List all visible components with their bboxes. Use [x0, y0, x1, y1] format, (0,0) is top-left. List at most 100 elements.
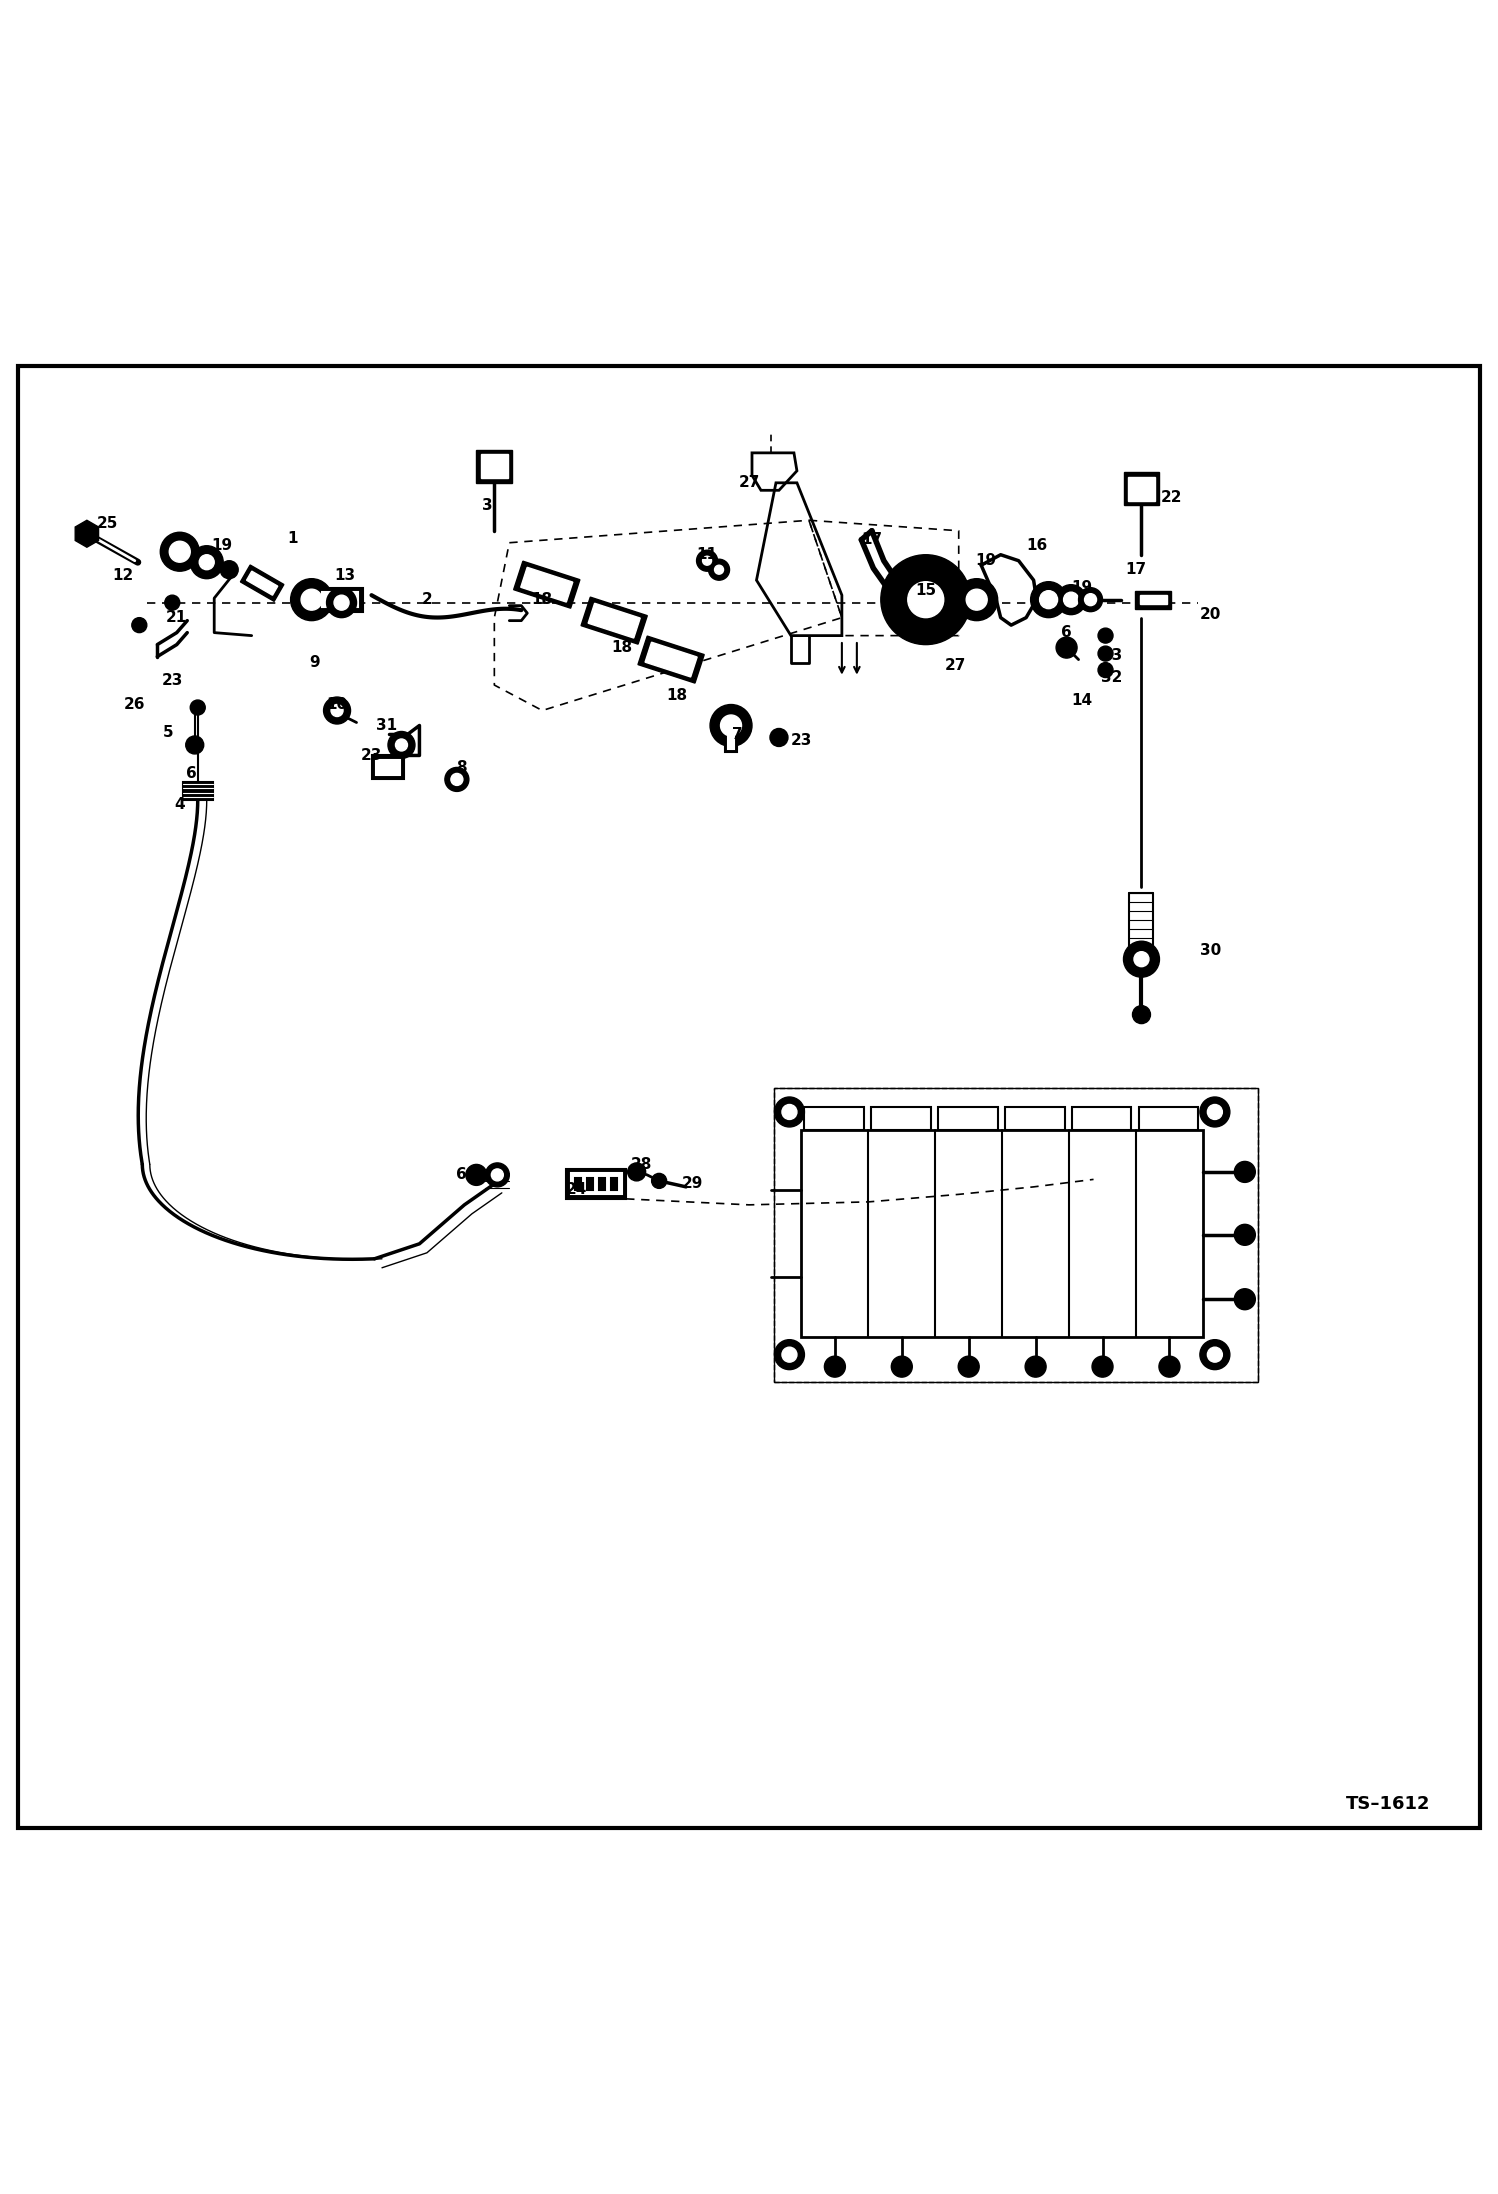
- Bar: [804, 1108, 864, 1130]
- Circle shape: [1200, 1097, 1230, 1128]
- Bar: [599, 1178, 605, 1189]
- Polygon shape: [1140, 595, 1167, 603]
- Polygon shape: [646, 643, 697, 678]
- Circle shape: [703, 557, 712, 566]
- Polygon shape: [1128, 476, 1155, 500]
- Circle shape: [466, 1165, 487, 1185]
- Circle shape: [1234, 1161, 1255, 1183]
- Text: 23: 23: [162, 674, 183, 689]
- Circle shape: [652, 1174, 667, 1189]
- Circle shape: [770, 728, 788, 746]
- Text: 22: 22: [1161, 489, 1182, 505]
- Circle shape: [324, 698, 351, 724]
- Text: 24: 24: [566, 1183, 587, 1198]
- Text: 15: 15: [915, 584, 936, 599]
- Text: 16: 16: [1026, 538, 1047, 553]
- Text: 18: 18: [667, 689, 688, 702]
- Text: 20: 20: [1200, 608, 1221, 623]
- Text: 3: 3: [481, 498, 493, 513]
- Text: 4: 4: [174, 796, 186, 812]
- Circle shape: [782, 1104, 797, 1119]
- Bar: [1073, 1108, 1131, 1130]
- Text: 26: 26: [124, 698, 145, 713]
- Circle shape: [1200, 1341, 1230, 1369]
- Circle shape: [395, 739, 407, 750]
- Text: 27: 27: [739, 476, 759, 489]
- Circle shape: [1159, 1356, 1180, 1378]
- Circle shape: [1092, 1356, 1113, 1378]
- Bar: [566, 1169, 626, 1198]
- Circle shape: [334, 595, 349, 610]
- Text: 12: 12: [112, 568, 133, 584]
- Circle shape: [908, 581, 944, 619]
- Circle shape: [628, 1163, 646, 1180]
- Bar: [801, 1130, 1203, 1336]
- Polygon shape: [589, 603, 640, 638]
- Text: 28: 28: [631, 1156, 652, 1172]
- Circle shape: [881, 555, 971, 645]
- Bar: [376, 759, 400, 774]
- Text: 10: 10: [327, 698, 348, 713]
- Circle shape: [1098, 645, 1113, 660]
- Text: 25: 25: [97, 516, 118, 531]
- Text: 17: 17: [861, 533, 882, 546]
- Circle shape: [491, 1169, 503, 1180]
- Text: 19: 19: [1071, 579, 1092, 595]
- Circle shape: [721, 715, 742, 735]
- Circle shape: [1132, 1005, 1150, 1025]
- Circle shape: [301, 590, 322, 610]
- Circle shape: [132, 619, 147, 632]
- Text: 18: 18: [532, 592, 553, 608]
- Bar: [938, 1108, 998, 1130]
- Text: 29: 29: [682, 1176, 703, 1191]
- Polygon shape: [476, 450, 512, 483]
- Circle shape: [190, 700, 205, 715]
- Circle shape: [715, 566, 724, 575]
- Text: 21: 21: [166, 610, 187, 625]
- Text: 17: 17: [1125, 562, 1146, 577]
- Circle shape: [824, 1356, 845, 1378]
- Circle shape: [1234, 1224, 1255, 1246]
- Circle shape: [697, 551, 718, 570]
- Circle shape: [966, 590, 987, 610]
- Text: 6: 6: [1061, 625, 1073, 641]
- Polygon shape: [581, 597, 647, 645]
- Text: 23: 23: [791, 733, 812, 748]
- Text: 32: 32: [1101, 669, 1122, 685]
- Circle shape: [1207, 1347, 1222, 1362]
- Circle shape: [331, 704, 343, 717]
- Polygon shape: [514, 562, 580, 608]
- Circle shape: [1056, 584, 1086, 614]
- Text: 1: 1: [286, 531, 298, 546]
- Bar: [183, 783, 213, 801]
- Circle shape: [774, 1341, 804, 1369]
- Text: 27: 27: [945, 658, 966, 674]
- Polygon shape: [638, 636, 704, 682]
- Bar: [872, 1108, 930, 1130]
- Text: 14: 14: [1071, 693, 1092, 706]
- Text: 19: 19: [975, 553, 996, 568]
- Text: 18: 18: [611, 641, 632, 656]
- Bar: [372, 755, 404, 779]
- Circle shape: [485, 1163, 509, 1187]
- Text: 6: 6: [186, 766, 198, 781]
- Circle shape: [1025, 1356, 1046, 1378]
- Polygon shape: [75, 520, 99, 546]
- Circle shape: [1124, 941, 1159, 976]
- Bar: [725, 726, 737, 753]
- Circle shape: [220, 562, 238, 579]
- Circle shape: [1040, 590, 1058, 608]
- Bar: [1005, 1108, 1065, 1130]
- Bar: [571, 1174, 622, 1194]
- Text: 19: 19: [211, 538, 232, 553]
- Circle shape: [388, 731, 415, 759]
- Circle shape: [160, 533, 199, 570]
- Text: 23: 23: [361, 748, 382, 764]
- Circle shape: [1064, 592, 1079, 608]
- Circle shape: [1031, 581, 1067, 619]
- Text: 33: 33: [1101, 647, 1122, 663]
- Circle shape: [190, 546, 223, 579]
- Circle shape: [451, 774, 463, 785]
- Polygon shape: [1135, 590, 1171, 608]
- Circle shape: [1098, 663, 1113, 678]
